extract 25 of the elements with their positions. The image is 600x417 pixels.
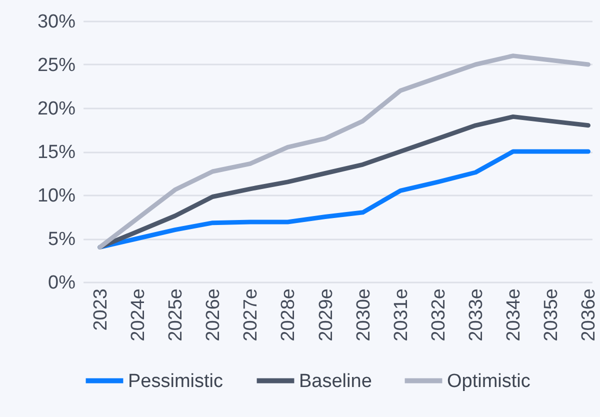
y-tick-label: 15% — [37, 142, 76, 163]
x-tick-label: 2034e — [504, 288, 525, 342]
x-tick-label: 2024e — [128, 288, 149, 342]
x-tick-label: 2035e — [541, 288, 562, 342]
y-tick-label: 20% — [37, 98, 76, 120]
y-tick-label: 0% — [48, 272, 76, 294]
legend-label: Optimistic — [447, 370, 530, 392]
y-tick-label: 30% — [37, 12, 76, 32]
x-tick-label: 2023 — [90, 288, 112, 331]
x-tick-label: 2030e — [353, 288, 374, 342]
x-tick-label: 2033e — [466, 288, 488, 342]
y-tick-label: 10% — [37, 186, 76, 206]
x-tick-label: 2026e — [203, 288, 224, 342]
line-series — [98, 54, 590, 250]
x-tick-label: 2029e — [316, 288, 337, 342]
legend-label: Baseline — [299, 370, 372, 392]
x-tick-label: 2031e — [390, 288, 412, 342]
x-tick-label: 2036e — [578, 288, 600, 342]
x-tick-label: 2025e — [166, 288, 187, 342]
x-tick-label: 2028e — [278, 288, 300, 342]
y-tick-label: 5% — [48, 229, 76, 250]
x-tick-label: 2032e — [428, 288, 450, 342]
y-tick-label: 25% — [37, 55, 76, 76]
x-tick-label: 2027e — [240, 288, 262, 342]
legend-label: Pessimistic — [128, 370, 224, 392]
